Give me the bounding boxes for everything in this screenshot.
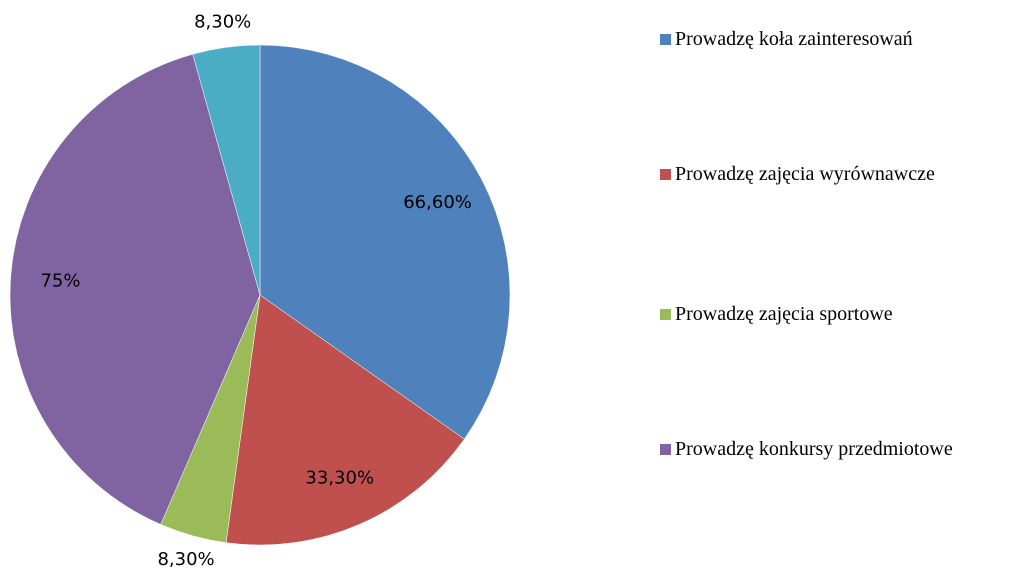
legend-swatch (660, 444, 671, 455)
data-label: 33,30% (305, 467, 374, 488)
pie-slice (259, 44, 511, 440)
legend-entry: Prowadzę konkursy przedmiotowe (660, 436, 1020, 462)
legend-swatch (660, 34, 671, 45)
pie-slice (192, 44, 261, 296)
data-label: 8,30% (157, 549, 214, 570)
legend: Prowadzę koła zainteresowań Prowadzę zaję… (660, 0, 1020, 570)
legend-entry: Prowadzę zajęcia sportowe (660, 301, 1020, 327)
legend-label: Prowadzę zajęcia wyrównawcze (675, 163, 935, 185)
legend-label: Prowadzę zajęcia sportowe (675, 303, 893, 325)
legend-label: Prowadzę konkursy przedmiotowe (675, 438, 953, 460)
legend-swatch (660, 309, 671, 320)
data-label: 66,60% (403, 192, 472, 213)
legend-label: Prowadzę koła zainteresowań (675, 28, 913, 50)
pie-slice (225, 294, 465, 546)
data-label: 75% (40, 270, 80, 291)
chart: 66,60% 33,30% 8,30% 75% 8,30% (9, 12, 511, 570)
legend-swatch (660, 169, 671, 180)
pie-slice (9, 53, 261, 525)
legend-entry: Prowadzę koła zainteresowań (660, 26, 1020, 52)
data-label: 8,30% (194, 12, 251, 33)
legend-entry: Prowadzę zajęcia wyrównawcze (660, 161, 1020, 187)
